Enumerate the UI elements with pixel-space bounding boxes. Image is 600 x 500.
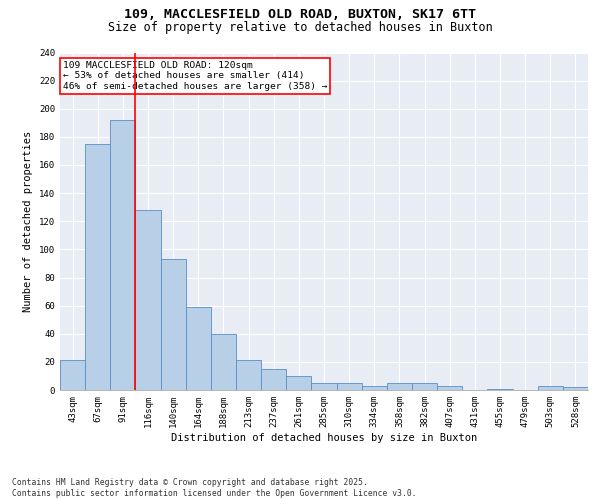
Text: Size of property relative to detached houses in Buxton: Size of property relative to detached ho…: [107, 21, 493, 34]
Bar: [412, 383, 437, 390]
Bar: [387, 383, 412, 390]
Bar: [261, 369, 286, 390]
Bar: [136, 210, 161, 390]
Bar: [563, 387, 588, 390]
Text: Contains HM Land Registry data © Crown copyright and database right 2025.
Contai: Contains HM Land Registry data © Crown c…: [12, 478, 416, 498]
Text: 109 MACCLESFIELD OLD ROAD: 120sqm
← 53% of detached houses are smaller (414)
46%: 109 MACCLESFIELD OLD ROAD: 120sqm ← 53% …: [62, 61, 327, 90]
Bar: [186, 307, 211, 390]
Bar: [362, 386, 387, 390]
Y-axis label: Number of detached properties: Number of detached properties: [23, 130, 34, 312]
Bar: [161, 259, 186, 390]
Bar: [110, 120, 136, 390]
Bar: [211, 334, 236, 390]
Bar: [286, 376, 311, 390]
Bar: [437, 386, 462, 390]
Bar: [311, 383, 337, 390]
Bar: [236, 360, 261, 390]
X-axis label: Distribution of detached houses by size in Buxton: Distribution of detached houses by size …: [171, 432, 477, 442]
Bar: [538, 386, 563, 390]
Text: 109, MACCLESFIELD OLD ROAD, BUXTON, SK17 6TT: 109, MACCLESFIELD OLD ROAD, BUXTON, SK17…: [124, 8, 476, 20]
Bar: [337, 383, 362, 390]
Bar: [85, 144, 110, 390]
Bar: [487, 388, 512, 390]
Bar: [60, 360, 85, 390]
